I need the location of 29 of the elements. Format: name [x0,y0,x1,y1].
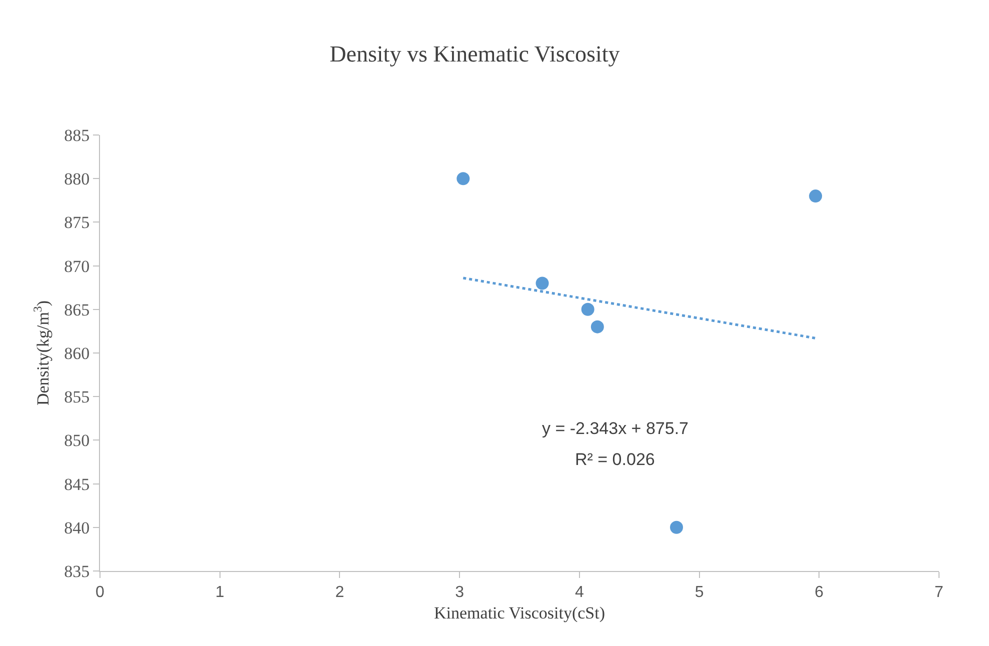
y-tick-label: 835 [64,562,90,581]
y-tick-label: 860 [64,344,90,363]
x-axis-title: Kinematic Viscosity(cSt) [434,604,605,623]
x-tick-label: 4 [574,584,584,602]
x-tick-label: 1 [215,584,224,602]
point [456,172,470,186]
point [809,190,822,203]
annotation: y = -2.343x + 875.7 [542,419,688,438]
point [590,320,604,334]
x-tick-label: 6 [814,584,824,602]
y-tick-label: 880 [64,170,90,189]
x-tick-label: 2 [335,584,344,602]
chart-title: Density vs Kinematic Viscosity [330,41,620,66]
y-tick-label: 865 [64,300,90,320]
y-tick-label: 840 [64,518,90,538]
point [536,276,549,290]
y-tick-label: 870 [64,256,90,276]
y-tick-label: 855 [64,388,90,407]
x-tick-label: 5 [694,584,704,602]
point [670,520,684,534]
y-tick-label: 845 [64,474,90,494]
x-tick-label: 3 [455,584,464,602]
y-tick-label: 875 [64,213,90,232]
y-tick-label: 850 [64,431,90,450]
x-tick-label: 7 [934,584,944,602]
point [581,302,594,316]
x-tick-label: 0 [96,584,105,602]
y-tick-label: 885 [64,126,90,145]
annotation: R² = 0.026 [575,450,655,469]
